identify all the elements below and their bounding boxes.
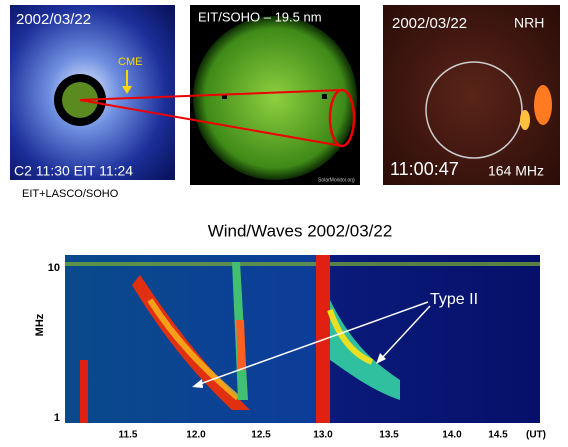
x-tick-label: 13.5 [379,430,399,441]
x-unit: (UT) [526,430,546,441]
panel-times: C2 11:30 EIT 11:24 [14,163,133,179]
panel-frequency: 164 MHz [488,163,544,179]
panel-instrument: NRH [514,15,544,31]
y-axis-label: MHz [34,313,46,336]
y-tick-label: 10 [48,262,60,274]
panel-caption: EIT+LASCO/SOHO [22,188,119,200]
x-tick-label: 13.0 [313,430,333,441]
nrh-panel: 2002/03/22 NRH 11:00:47 164 MHz [383,5,560,185]
x-tick-label: 12.0 [186,430,206,441]
panel-date: 2002/03/22 [16,11,91,28]
panel-credit: SolarMonitor.org [318,177,355,183]
cme-label: CME [118,56,142,68]
panel-date: 2002/03/22 [392,15,467,32]
y-tick-label: 1 [54,412,60,424]
type-ii-label: Type II [430,291,478,308]
x-tick-label: 14.0 [442,430,462,441]
spectrogram-title: Wind/Waves 2002/03/22 [208,221,393,240]
spectrogram: Wind/Waves 2002/03/22 MHz 10 1 11.5 12.0… [34,221,546,440]
figure: 2002/03/22 CME C2 11:30 EIT 11:24 EIT+LA… [0,0,568,447]
x-tick-label: 14.5 [488,430,508,441]
panel-title: EIT/SOHO – 19.5 nm [198,9,322,24]
panel-time: 11:00:47 [390,159,459,179]
x-tick-label: 11.5 [119,430,138,441]
x-tick-label: 12.5 [251,430,271,441]
